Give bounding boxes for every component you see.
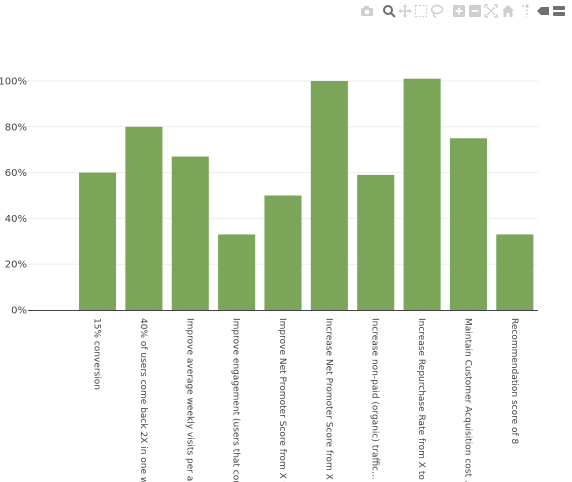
- x-tick-label: Maintain Customer Acquisition cost ...: [462, 318, 472, 482]
- bar[interactable]: [264, 195, 302, 311]
- y-tick-label: 80%: [5, 122, 27, 133]
- x-tick-label: Increase Net Promoter Score from X ...: [323, 318, 333, 482]
- x-tick-label: Improve engagement (users that comp...: [231, 318, 241, 482]
- bar[interactable]: [357, 174, 395, 310]
- bars: [79, 78, 534, 311]
- y-tick-label: 60%: [5, 168, 27, 179]
- x-tick-label: Improve Net Promoter Score from X t...: [277, 318, 287, 482]
- x-tick-label: Improve average weekly visits per a...: [184, 318, 194, 482]
- x-tick-label: 40% of users come back 2X in one we...: [138, 318, 148, 482]
- y-tick-label: 0%: [11, 306, 27, 317]
- bar[interactable]: [310, 81, 348, 310]
- hover-compare-icon[interactable]: [552, 3, 566, 17]
- lasso-select-icon[interactable]: [430, 3, 444, 18]
- autoscale-icon[interactable]: [484, 3, 498, 18]
- bar[interactable]: [125, 126, 163, 310]
- modebar: [360, 3, 568, 19]
- x-axis-ticks: 15% conversion 40% of users come back 2X …: [92, 318, 519, 482]
- x-tick-label: 15% conversion: [92, 318, 102, 390]
- y-tick-label: 20%: [5, 260, 27, 271]
- zoom-in-icon[interactable]: [452, 3, 466, 17]
- hover-closest-icon[interactable]: [536, 3, 550, 17]
- zoom-out-icon[interactable]: [468, 3, 482, 17]
- bar[interactable]: [171, 156, 209, 310]
- y-tick-label: 40%: [5, 214, 27, 225]
- zoom-icon[interactable]: [382, 3, 396, 18]
- x-tick-label: Increase non-paid (organic) traffic...: [370, 318, 380, 480]
- x-tick-label: Recommendation score of 8: [509, 318, 519, 445]
- x-tick-label: Increase Repurchase Rate from X to ...: [416, 318, 426, 482]
- y-tick-label: 100%: [0, 77, 27, 88]
- y-axis-ticks: 0% 20% 40% 60% 80% 100%: [0, 77, 27, 317]
- camera-icon[interactable]: [360, 3, 374, 17]
- box-select-icon[interactable]: [414, 3, 428, 18]
- bar[interactable]: [403, 78, 441, 311]
- reset-axes-icon[interactable]: [501, 3, 515, 17]
- bar[interactable]: [449, 138, 487, 310]
- bar[interactable]: [218, 234, 256, 310]
- pan-icon[interactable]: [398, 3, 412, 18]
- spike-lines-icon[interactable]: [520, 3, 534, 17]
- bar[interactable]: [79, 172, 117, 310]
- bar[interactable]: [496, 234, 534, 310]
